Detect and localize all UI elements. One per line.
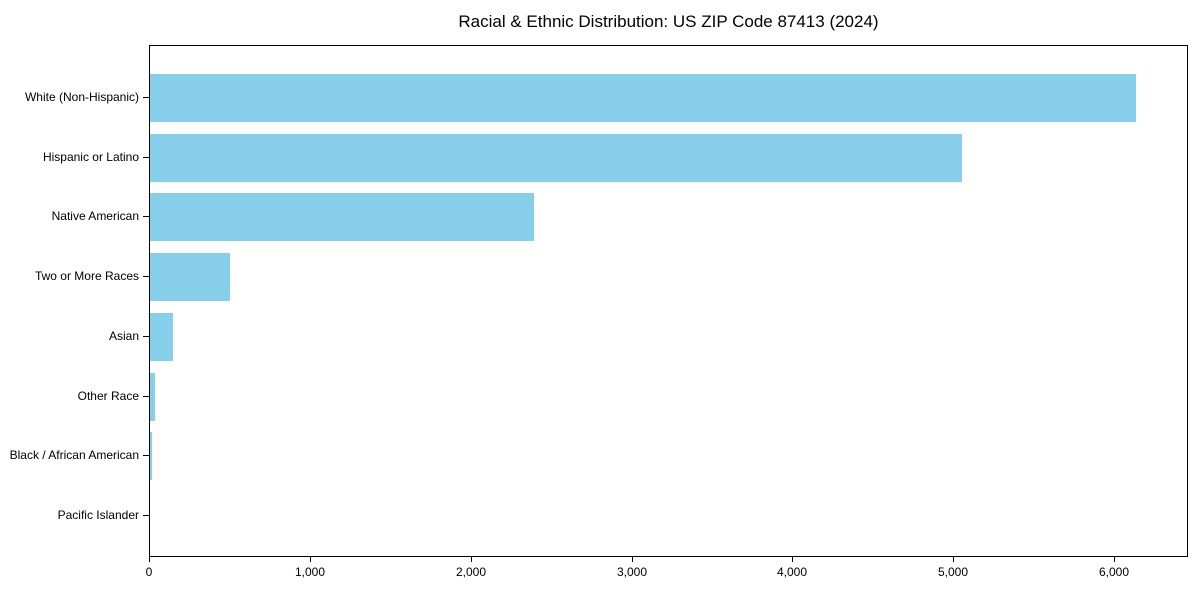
chart-title: Racial & Ethnic Distribution: US ZIP Cod…: [458, 12, 879, 31]
y-tick-mark: [143, 157, 149, 158]
x-tick-label: 0: [145, 565, 153, 579]
x-tick-mark: [632, 557, 633, 562]
x-tick-label: 1,000: [294, 565, 326, 579]
y-tick-mark: [143, 276, 149, 277]
y-tick-mark: [143, 455, 149, 456]
y-tick-label: Asian: [108, 329, 139, 343]
bar: [150, 372, 155, 421]
bar: [150, 74, 1136, 122]
x-tick-mark: [953, 557, 954, 562]
y-tick-mark: [143, 97, 149, 98]
y-tick-label: Two or More Races: [34, 269, 139, 283]
x-tick-mark: [149, 557, 150, 562]
x-tick-mark: [1114, 557, 1115, 562]
y-tick-label: Pacific Islander: [57, 508, 139, 522]
x-tick-mark: [310, 557, 311, 562]
y-tick-label: Other Race: [77, 389, 139, 403]
x-tick-label: 6,000: [1098, 565, 1130, 579]
bar: [150, 432, 153, 481]
bar: [150, 312, 174, 361]
x-tick-label: 5,000: [937, 565, 969, 579]
x-tick-mark: [471, 557, 472, 562]
y-tick-mark: [143, 515, 149, 516]
y-tick-mark: [143, 216, 149, 217]
x-tick-label: 2,000: [455, 565, 487, 579]
x-tick-label: 3,000: [616, 565, 648, 579]
plot-area: [149, 45, 1188, 557]
y-tick-mark: [143, 336, 149, 337]
bar: [150, 253, 231, 302]
x-tick-mark: [792, 557, 793, 562]
y-tick-label: Native American: [51, 209, 139, 223]
y-tick-label: White (Non-Hispanic): [24, 90, 139, 104]
y-tick-label: Hispanic or Latino: [42, 150, 139, 164]
y-tick-label: Black / African American: [9, 448, 139, 462]
bar: [150, 193, 534, 242]
x-tick-label: 4,000: [776, 565, 808, 579]
bar: [150, 133, 963, 182]
y-tick-mark: [143, 396, 149, 397]
